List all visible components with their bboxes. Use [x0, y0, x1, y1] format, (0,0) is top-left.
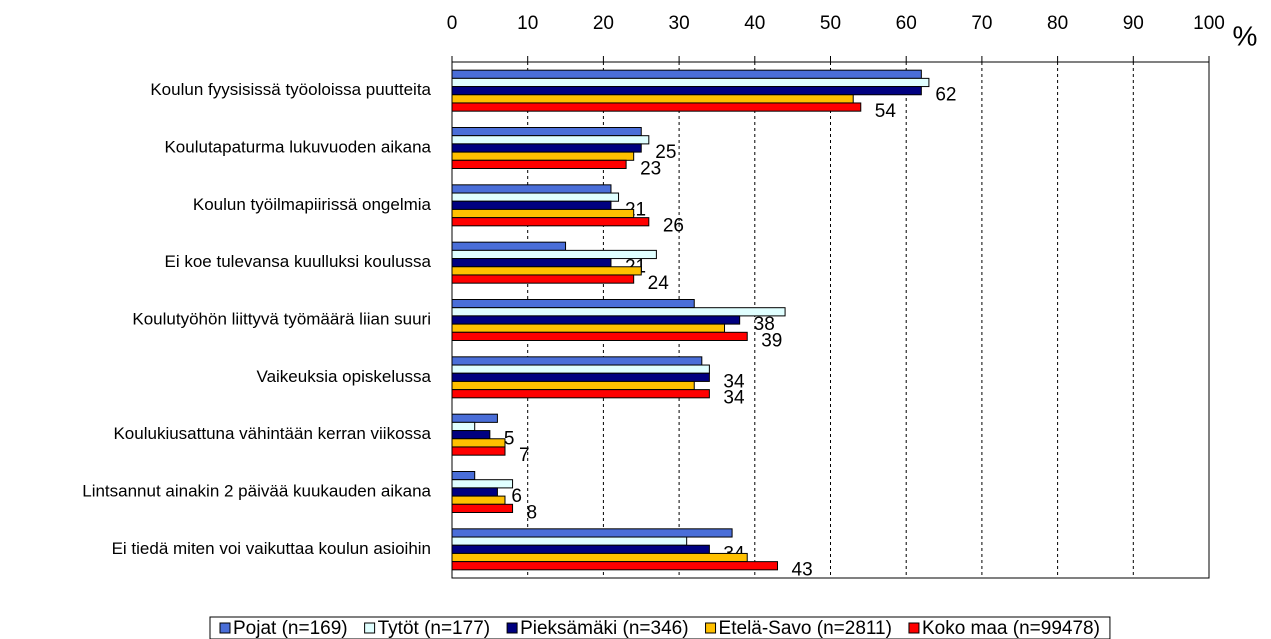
- bar: [451, 217, 650, 227]
- bar: [451, 536, 688, 546]
- bar: [451, 102, 862, 112]
- y-tick-label: Ei tiedä miten voi vaikuttaa koulun asio…: [112, 539, 431, 558]
- legend-marker: [506, 622, 518, 634]
- y-tick-label: Lintsannut ainakin 2 päivää kuukauden ai…: [82, 481, 431, 500]
- bar: [451, 356, 703, 366]
- legend-label: Pojat (n=169): [233, 618, 348, 639]
- bar: [451, 372, 710, 382]
- bar: [451, 299, 695, 309]
- x-tick-label: 30: [669, 13, 690, 34]
- bar: [451, 258, 612, 268]
- bar: [451, 135, 650, 145]
- bar: [451, 86, 922, 96]
- y-tick-label: Koulukiusattuna vähintään kerran viikoss…: [113, 424, 431, 443]
- legend-marker: [364, 622, 376, 634]
- bar: [451, 389, 710, 399]
- bar: [451, 127, 642, 137]
- data-label: 23: [640, 158, 661, 179]
- data-label: 39: [761, 330, 782, 351]
- bar: [451, 561, 779, 571]
- x-tick-label: 10: [517, 13, 538, 34]
- bar: [451, 552, 748, 563]
- data-label: 38: [754, 314, 775, 335]
- x-tick-label: 50: [820, 13, 841, 34]
- bar: [451, 274, 635, 284]
- bar: [451, 241, 567, 251]
- bar: [451, 184, 612, 194]
- data-label: 25: [655, 142, 676, 163]
- bar: [451, 159, 627, 170]
- bar: [451, 528, 733, 538]
- legend-marker: [705, 622, 717, 634]
- data-label: 7: [519, 445, 530, 466]
- x-tick-label: 60: [896, 13, 917, 34]
- data-label: 24: [648, 273, 670, 294]
- bar: [451, 307, 786, 317]
- bar: [451, 77, 930, 88]
- bar: [451, 471, 476, 481]
- bar: [451, 438, 506, 448]
- bar: [451, 94, 854, 104]
- legend-marker: [908, 622, 920, 634]
- bar: [451, 143, 642, 153]
- data-label: 62: [935, 85, 956, 106]
- bar: [451, 503, 514, 513]
- bar: [451, 544, 710, 554]
- bar: [451, 430, 491, 440]
- data-label: 26: [663, 216, 684, 237]
- bar: [451, 380, 695, 391]
- x-tick-label: 90: [1123, 13, 1144, 34]
- x-tick-label: 80: [1047, 13, 1068, 34]
- bar: [451, 315, 741, 325]
- data-label: 43: [792, 560, 813, 581]
- legend-label: Pieksämäki (n=346): [520, 618, 688, 639]
- y-tick-label: Koulun fyysisissä työoloissa puutteita: [150, 80, 431, 99]
- legend-box: [209, 616, 1111, 639]
- legend-label: Etelä-Savo (n=2811): [719, 618, 892, 639]
- data-label: 54: [875, 101, 897, 122]
- bar: [451, 446, 506, 456]
- bar: [451, 151, 635, 161]
- legend-label: Koko maa (n=99478): [922, 618, 1100, 639]
- y-tick-label: Vaikeuksia opiskelussa: [257, 367, 432, 386]
- y-tick-label: Koulutapaturma lukuvuoden aikana: [164, 137, 431, 156]
- x-tick-label: 70: [971, 13, 992, 34]
- x-tick-label: 0: [447, 13, 458, 34]
- bar: [451, 487, 498, 497]
- bar: [451, 200, 612, 210]
- bar: [451, 69, 922, 79]
- bar: [451, 323, 726, 333]
- x-axis-unit: %: [1233, 20, 1258, 51]
- data-label: 8: [527, 502, 538, 523]
- y-tick-label: Ei koe tulevansa kuulluksi koulussa: [165, 252, 432, 271]
- x-tick-label: 20: [593, 13, 614, 34]
- y-tick-label: Koulun työilmapiirissä ongelmia: [193, 195, 432, 214]
- bar: [451, 266, 642, 276]
- data-label: 34: [723, 371, 745, 392]
- y-tick-label: Koulutyöhön liittyvä työmäärä liian suur…: [132, 309, 431, 328]
- bar: [451, 413, 498, 423]
- legend-marker: [219, 622, 231, 634]
- bar: [451, 208, 635, 219]
- legend: Pojat (n=169) Tytöt (n=177) Pieksämäki (n=…: [209, 616, 1111, 639]
- bar: [451, 421, 476, 432]
- bar: [451, 495, 506, 505]
- bar: [451, 364, 710, 374]
- bar: [451, 331, 748, 341]
- bar: [451, 192, 620, 202]
- data-label: 6: [511, 486, 522, 507]
- x-tick-label: 100: [1193, 13, 1225, 34]
- data-label: 5: [504, 429, 515, 450]
- x-tick-label: 40: [744, 13, 765, 34]
- legend-label: Tytöt (n=177): [378, 618, 490, 639]
- data-label: 34: [723, 388, 745, 409]
- plot-border: [451, 61, 1210, 579]
- bar: [451, 479, 514, 489]
